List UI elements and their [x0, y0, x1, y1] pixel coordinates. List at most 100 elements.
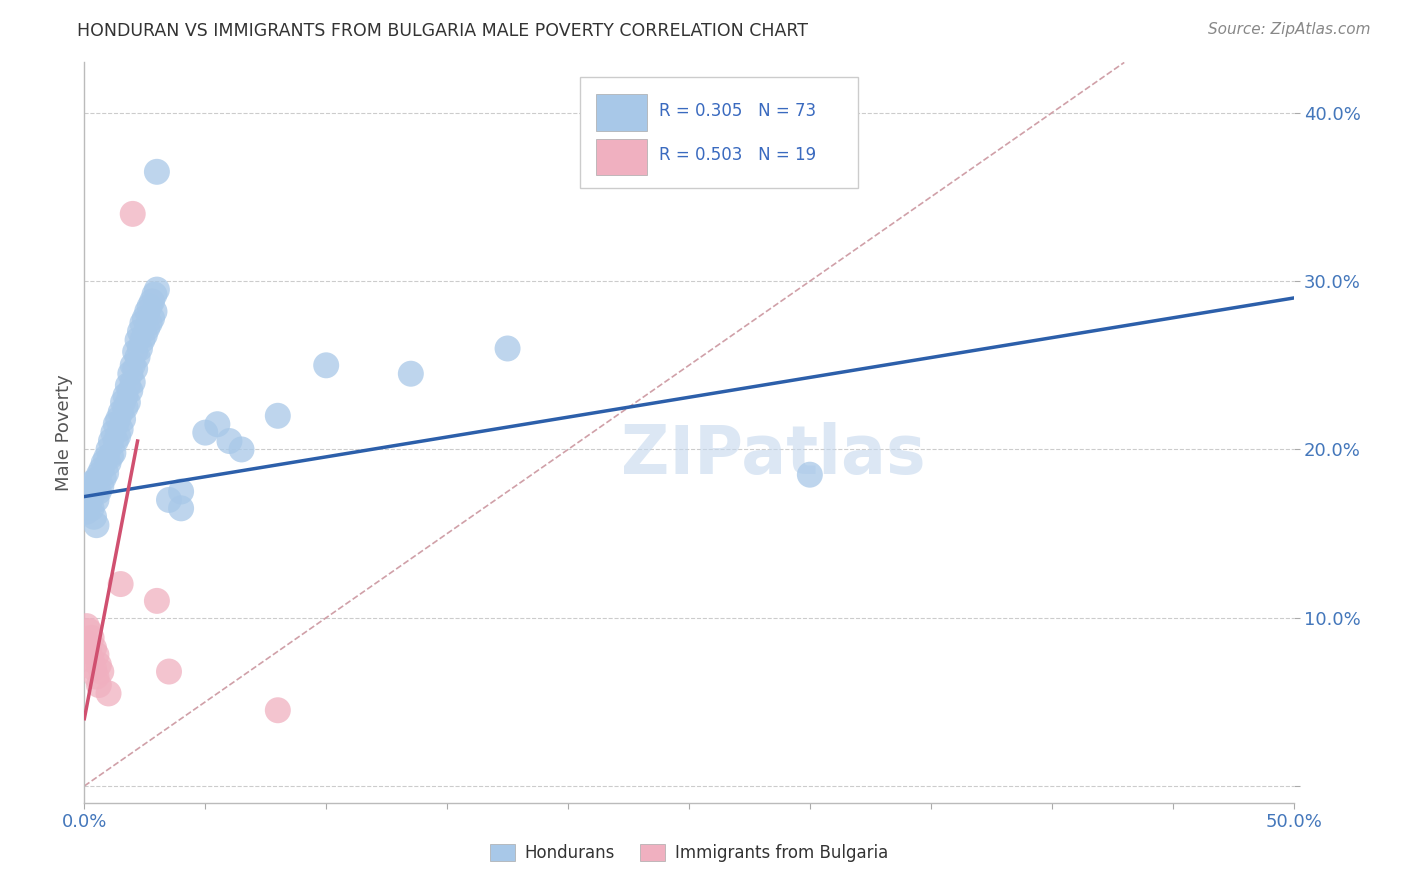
Point — [103, 425, 125, 440]
Point — [131, 316, 153, 330]
Text: R = 0.503   N = 19: R = 0.503 N = 19 — [659, 146, 815, 164]
Text: HONDURAN VS IMMIGRANTS FROM BULGARIA MALE POVERTY CORRELATION CHART: HONDURAN VS IMMIGRANTS FROM BULGARIA MAL… — [77, 22, 808, 40]
Point — [110, 577, 132, 591]
Point — [170, 484, 193, 499]
Point — [267, 703, 290, 717]
Y-axis label: Male Poverty: Male Poverty — [55, 375, 73, 491]
Point — [110, 405, 132, 419]
Point — [107, 412, 129, 426]
Point — [231, 442, 253, 457]
Point — [218, 434, 240, 448]
Point — [114, 388, 136, 402]
Point — [94, 450, 117, 465]
Point — [496, 342, 519, 356]
Point — [86, 648, 108, 662]
Point — [157, 665, 180, 679]
Point — [97, 686, 120, 700]
Point — [76, 492, 98, 507]
Point — [77, 496, 100, 510]
Point — [146, 594, 169, 608]
Point — [80, 490, 103, 504]
Point — [93, 456, 115, 470]
Point — [77, 484, 100, 499]
Point — [90, 479, 112, 493]
Point — [124, 361, 146, 376]
Point — [97, 442, 120, 457]
Point — [157, 492, 180, 507]
Point — [129, 342, 152, 356]
Point — [86, 473, 108, 487]
Text: Source: ZipAtlas.com: Source: ZipAtlas.com — [1208, 22, 1371, 37]
Legend: Hondurans, Immigrants from Bulgaria: Hondurans, Immigrants from Bulgaria — [482, 837, 896, 869]
Point — [103, 446, 125, 460]
Point — [77, 644, 100, 658]
Point — [80, 631, 103, 645]
Point — [136, 304, 159, 318]
Point — [114, 401, 136, 415]
Point — [121, 375, 143, 389]
Point — [77, 624, 100, 639]
Point — [112, 412, 135, 426]
Point — [94, 466, 117, 480]
Point — [86, 670, 108, 684]
Point — [87, 484, 110, 499]
Point — [129, 325, 152, 339]
Point — [87, 657, 110, 672]
FancyBboxPatch shape — [596, 95, 647, 130]
Point — [80, 476, 103, 491]
Point — [121, 359, 143, 373]
Point — [141, 294, 163, 309]
Point — [146, 283, 169, 297]
Point — [83, 509, 105, 524]
Point — [87, 467, 110, 482]
Point — [207, 417, 229, 432]
Point — [76, 636, 98, 650]
Point — [104, 417, 127, 432]
Point — [86, 492, 108, 507]
Point — [138, 316, 160, 330]
Point — [112, 395, 135, 409]
Point — [134, 328, 156, 343]
Point — [100, 434, 122, 448]
Point — [87, 678, 110, 692]
Point — [120, 384, 142, 398]
Text: R = 0.305   N = 73: R = 0.305 N = 73 — [659, 102, 815, 120]
Point — [80, 653, 103, 667]
Point — [90, 462, 112, 476]
Point — [127, 350, 149, 364]
Point — [83, 479, 105, 493]
Point — [134, 311, 156, 326]
Point — [399, 367, 422, 381]
Point — [86, 518, 108, 533]
Point — [136, 321, 159, 335]
Point — [107, 429, 129, 443]
Point — [143, 304, 166, 318]
Point — [93, 471, 115, 485]
Point — [170, 501, 193, 516]
Point — [141, 311, 163, 326]
Point — [799, 467, 821, 482]
Point — [138, 300, 160, 314]
FancyBboxPatch shape — [581, 78, 858, 188]
Point — [76, 619, 98, 633]
Point — [76, 505, 98, 519]
Point — [131, 333, 153, 347]
Point — [83, 640, 105, 655]
Point — [90, 665, 112, 679]
Point — [110, 422, 132, 436]
Point — [143, 287, 166, 301]
Point — [117, 395, 139, 409]
Point — [100, 449, 122, 463]
Point — [117, 378, 139, 392]
Point — [124, 344, 146, 359]
Point — [97, 456, 120, 470]
Point — [267, 409, 290, 423]
Point — [127, 333, 149, 347]
Point — [104, 434, 127, 448]
FancyBboxPatch shape — [596, 138, 647, 175]
Text: ZIPatlas: ZIPatlas — [621, 422, 927, 488]
Point — [146, 165, 169, 179]
Point — [315, 359, 337, 373]
Point — [121, 207, 143, 221]
Point — [83, 661, 105, 675]
